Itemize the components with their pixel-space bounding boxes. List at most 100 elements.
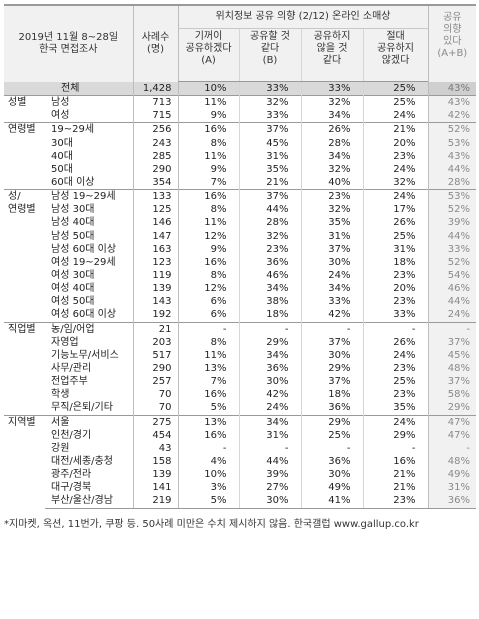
row-n: 163 bbox=[132, 242, 179, 256]
row-share: 48% bbox=[427, 361, 477, 376]
table-row: 부산/울산/경남 219 5% 30% 41% 23% 36% bbox=[4, 494, 477, 509]
row-a: 9% bbox=[177, 162, 240, 176]
row-n: 256 bbox=[132, 122, 179, 137]
row-b: 35% bbox=[238, 162, 302, 176]
row-a: 11% bbox=[177, 348, 240, 362]
table-row: 무직/은퇴/기타 70 5% 24% 36% 35% 29% bbox=[4, 401, 477, 416]
row-c: 24% bbox=[300, 268, 364, 283]
table-row: 여성 30대 119 8% 46% 24% 23% 54% bbox=[4, 268, 477, 283]
row-share: 44% bbox=[427, 295, 477, 309]
row-c: 26% bbox=[300, 122, 364, 137]
col-d-line1: 절대 bbox=[386, 31, 405, 42]
row-n: 275 bbox=[132, 414, 179, 429]
row-n: 192 bbox=[132, 308, 179, 323]
row-c: 35% bbox=[300, 216, 364, 230]
table-row: 성별 남성 713 11% 32% 32% 25% 43% bbox=[4, 95, 477, 123]
row-a: 16% bbox=[177, 122, 240, 137]
row-label: 남성 30대 bbox=[51, 204, 95, 216]
share-label-4: (A+B) bbox=[437, 48, 468, 59]
table-row: 성/연령별 남성 19~29세 133 16% 37% 23% 24% 53% bbox=[4, 189, 477, 323]
row-label: 광주/전라 bbox=[51, 469, 92, 481]
row-label: 강원 bbox=[51, 442, 70, 454]
col-header-d: 절대 공유하지 않겠다 bbox=[362, 28, 429, 82]
row-d: - bbox=[362, 321, 429, 336]
row-b: 28% bbox=[238, 216, 302, 230]
row-a: 8% bbox=[177, 136, 240, 150]
row-d: 25% bbox=[362, 95, 429, 110]
row-b: 36% bbox=[238, 361, 302, 376]
col-header-a: 기꺼이 공유하겠다 (A) bbox=[177, 28, 240, 82]
row-b: 34% bbox=[238, 282, 302, 296]
row-n: 454 bbox=[132, 428, 179, 442]
row-d: 20% bbox=[362, 282, 429, 296]
row-a: - bbox=[177, 441, 240, 455]
table-row: 직업별 농/임/어업 21- - - - - bbox=[4, 321, 477, 416]
table-row: 남성 60대 이상 163 9% 23% 37% 31% 33% bbox=[4, 242, 477, 256]
row-d: 26% bbox=[362, 335, 429, 349]
row-label: 농/임/어업 bbox=[45, 321, 134, 336]
row-n: 133 bbox=[132, 189, 179, 204]
row-b: 33% bbox=[238, 109, 302, 123]
table-row: 여성 60대 이상 192 6% 18% 42% 33% 24% bbox=[4, 308, 477, 323]
row-share: 52% bbox=[427, 122, 477, 137]
row-n: 290 bbox=[132, 162, 179, 176]
row-b: 38% bbox=[238, 295, 302, 309]
row-share: - bbox=[427, 441, 477, 455]
row-d: 24% bbox=[362, 414, 429, 429]
row-d: 24% bbox=[362, 109, 429, 123]
footnote: *지마켓, 옥션, 11번가, 쿠팡 등. 50사례 미만은 수치 제시하지 않… bbox=[4, 518, 419, 530]
row-b: - bbox=[238, 321, 302, 336]
total-row: 전체 1,428 10% 33% 33% 25% 43% bbox=[4, 81, 477, 96]
col-a-line3: (A) bbox=[201, 55, 216, 66]
row-label: 여성 19~29세 bbox=[51, 256, 116, 268]
row-a: 10% bbox=[177, 468, 240, 482]
row-a: 11% bbox=[177, 216, 240, 230]
row-label: 남성 bbox=[45, 95, 134, 110]
row-label: 기능노무/서비스 bbox=[51, 349, 119, 361]
row-c: 40% bbox=[300, 175, 364, 190]
row-n: 354 bbox=[132, 175, 179, 190]
group-name: 지역별 bbox=[8, 416, 36, 428]
table-row: 인천/경기 454 16% 31% 25% 29% 47% bbox=[4, 428, 477, 442]
col-d-line3: 않겠다 bbox=[381, 55, 410, 66]
sample-count-header: 사례수 (명) bbox=[132, 4, 179, 82]
row-b: 27% bbox=[238, 481, 302, 495]
row-b: - bbox=[238, 441, 302, 455]
row-b: 30% bbox=[238, 494, 302, 509]
row-a: 13% bbox=[177, 414, 240, 429]
table-row: 남성 40대 146 11% 28% 35% 26% 39% bbox=[4, 216, 477, 230]
row-b: 34% bbox=[238, 414, 302, 429]
row-b: 39% bbox=[238, 468, 302, 482]
table-row: 지역별 서울 275 13% 34% 29% 24% 47% bbox=[4, 414, 477, 508]
row-n: 146 bbox=[132, 216, 179, 230]
share-label-1: 공유 bbox=[443, 12, 462, 23]
row-c: 30% bbox=[300, 255, 364, 269]
row-c: 28% bbox=[300, 136, 364, 150]
row-d: 23% bbox=[362, 361, 429, 376]
row-d: 16% bbox=[362, 454, 429, 469]
row-b: 21% bbox=[238, 175, 302, 190]
row-c: 30% bbox=[300, 348, 364, 362]
row-d: 18% bbox=[362, 255, 429, 269]
row-a: - bbox=[177, 321, 240, 336]
table-row: 40대 285 11% 31% 34% 23% 43% bbox=[4, 149, 477, 163]
survey-method: 한국 면접조사 bbox=[39, 43, 98, 55]
row-b: 23% bbox=[238, 242, 302, 256]
row-a: 5% bbox=[177, 494, 240, 509]
group-label: 지역별 bbox=[4, 414, 45, 508]
row-label: 전업주부 bbox=[51, 376, 88, 388]
row-label: 40대 bbox=[51, 150, 73, 162]
total-share: 43% bbox=[427, 81, 477, 96]
row-a: 8% bbox=[177, 335, 240, 349]
row-label: 대구/경북 bbox=[51, 482, 92, 494]
table-row: 남성 50대 147 12% 32% 31% 25% 44% bbox=[4, 229, 477, 243]
row-c: 34% bbox=[300, 282, 364, 296]
row-share: 24% bbox=[427, 308, 477, 323]
row-share: 49% bbox=[427, 468, 477, 482]
row-share: 44% bbox=[427, 162, 477, 176]
group-label: 성별 bbox=[4, 95, 45, 123]
row-n: 143 bbox=[132, 295, 179, 309]
row-n: 119 bbox=[132, 268, 179, 283]
row-share: 37% bbox=[427, 335, 477, 349]
row-label: 서울 bbox=[45, 414, 134, 429]
